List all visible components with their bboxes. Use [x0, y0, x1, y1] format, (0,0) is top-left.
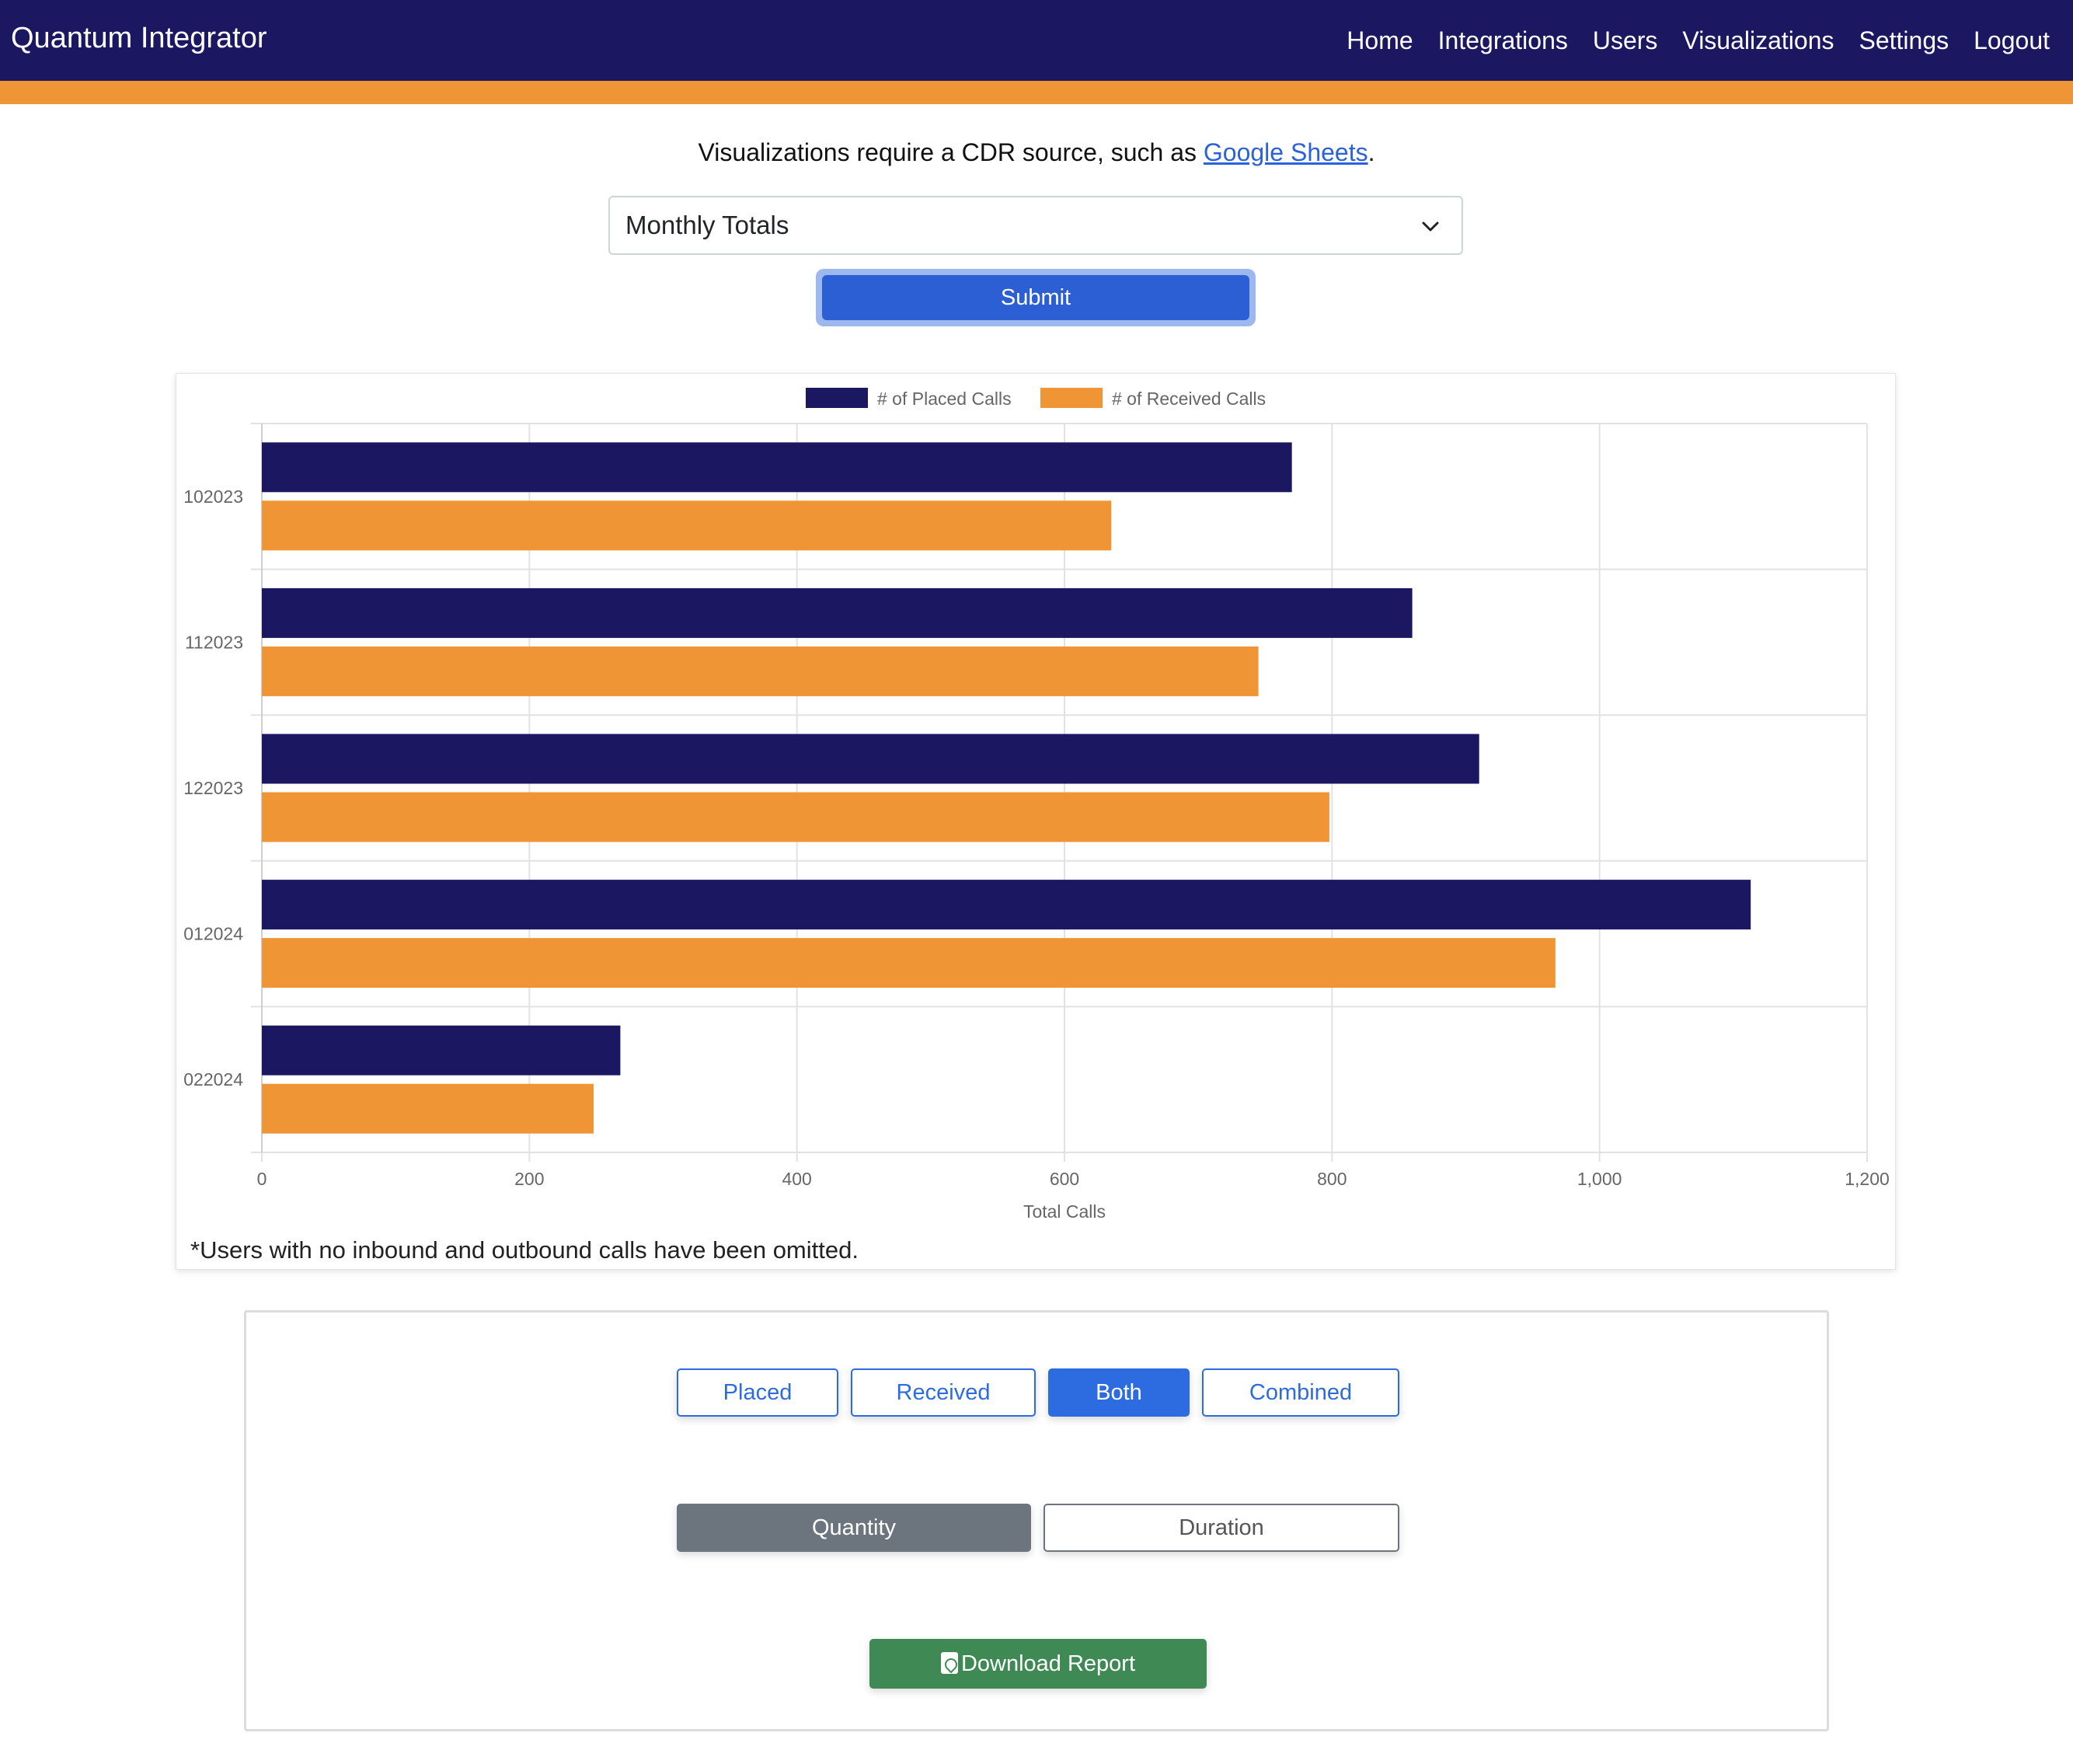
- legend-swatch-0: [806, 388, 868, 408]
- bar-placed-112023: [262, 587, 1413, 638]
- bar-received-122023: [262, 792, 1329, 842]
- pdf-file-icon: [940, 1652, 958, 1674]
- bar-received-112023: [262, 646, 1259, 696]
- brand-title[interactable]: Quantum Integrator: [11, 22, 267, 54]
- chart-controls-panel: Placed Received Both Combined Quantity D…: [244, 1310, 1829, 1731]
- x-tick-label: 400: [782, 1169, 811, 1189]
- both-button[interactable]: Both: [1048, 1368, 1190, 1417]
- accent-bar: [0, 81, 2073, 104]
- x-tick-label: 200: [514, 1169, 544, 1189]
- combined-button[interactable]: Combined: [1202, 1368, 1399, 1417]
- x-axis-title: Total Calls: [1023, 1201, 1106, 1222]
- chart-footnote: *Users with no inbound and outbound call…: [190, 1236, 859, 1264]
- navbar: Quantum Integrator Home Integrations Use…: [0, 0, 2073, 81]
- nav-link-logout[interactable]: Logout: [1974, 26, 2050, 54]
- report-type-select[interactable]: Monthly Totals: [608, 196, 1463, 255]
- bar-placed-022024: [262, 1025, 621, 1075]
- bar-placed-012024: [262, 880, 1751, 930]
- x-tick-label: 600: [1050, 1169, 1079, 1189]
- x-tick-label: 1,200: [1845, 1169, 1890, 1189]
- calls-bar-chart: 0 200 400 600 800 1,000 1,200 102023 112023 12202…: [183, 388, 1890, 1222]
- submit-focus-ring: Submit: [816, 269, 1256, 326]
- cdr-note-suffix: .: [1367, 138, 1375, 166]
- bar-received-102023: [262, 500, 1112, 551]
- chart-card: 0 200 400 600 800 1,000 1,200 102023 112023 12202…: [176, 373, 1896, 1270]
- cdr-note-prefix: Visualizations require a CDR source, suc…: [698, 138, 1204, 166]
- bar-placed-122023: [262, 734, 1479, 784]
- y-tick-label: 012024: [183, 924, 243, 944]
- nav-link-integrations[interactable]: Integrations: [1437, 26, 1568, 54]
- y-tick-label: 022024: [183, 1069, 243, 1089]
- bar-received-012024: [262, 938, 1556, 988]
- quantity-button[interactable]: Quantity: [677, 1504, 1031, 1552]
- y-tick-label: 102023: [183, 486, 243, 507]
- nav-link-settings[interactable]: Settings: [1859, 26, 1949, 54]
- legend-swatch-1: [1040, 388, 1103, 408]
- bar-placed-102023: [262, 442, 1292, 493]
- x-tick-label: 800: [1317, 1169, 1347, 1189]
- nav-link-users[interactable]: Users: [1592, 26, 1658, 54]
- report-type-value: Monthly Totals: [625, 211, 789, 239]
- download-report-label: Download Report: [960, 1651, 1136, 1676]
- legend-label-1: # of Received Calls: [1112, 389, 1266, 409]
- duration-button[interactable]: Duration: [1043, 1504, 1399, 1552]
- x-tick-label: 1,000: [1577, 1169, 1622, 1189]
- submit-button[interactable]: Submit: [822, 275, 1249, 320]
- legend-label-0: # of Placed Calls: [877, 389, 1012, 409]
- download-report-button[interactable]: Download Report: [869, 1639, 1207, 1689]
- y-tick-label: 112023: [185, 632, 243, 652]
- x-tick-label: 0: [257, 1169, 267, 1189]
- received-button[interactable]: Received: [851, 1368, 1036, 1417]
- bar-received-022024: [262, 1083, 594, 1134]
- chevron-down-icon: [1422, 221, 1439, 232]
- y-tick-label: 122023: [183, 778, 243, 798]
- google-sheets-link[interactable]: Google Sheets: [1203, 138, 1368, 166]
- nav-link-home[interactable]: Home: [1347, 26, 1413, 54]
- nav-link-visualizations[interactable]: Visualizations: [1682, 26, 1834, 54]
- nav-links: Home Integrations Users Visualizations S…: [1322, 0, 2050, 81]
- placed-button[interactable]: Placed: [677, 1368, 838, 1417]
- cdr-source-note: Visualizations require a CDR source, suc…: [0, 138, 2073, 167]
